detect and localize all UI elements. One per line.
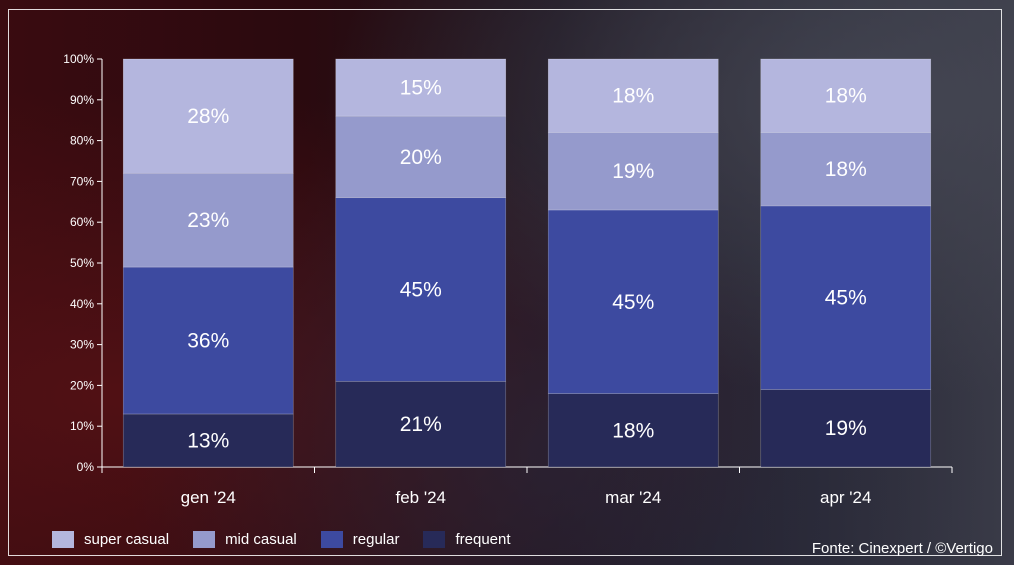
legend-swatch bbox=[52, 531, 74, 548]
axes: 0% 10% 20% 30% 40% 50% 60% 70% 80% 90% 100% gen '24… bbox=[63, 52, 953, 507]
bar-segment-frequent bbox=[547, 393, 719, 468]
bar-segment-super-casual bbox=[335, 58, 507, 117]
bar-segment-super-casual bbox=[760, 58, 932, 133]
data-label: 19% bbox=[825, 417, 867, 440]
data-label: 20% bbox=[400, 146, 442, 169]
y-tick-label: 10% bbox=[70, 419, 94, 433]
y-tick-label: 100% bbox=[63, 52, 94, 66]
legend-label: super casual bbox=[84, 531, 170, 548]
y-tick-label: 20% bbox=[70, 378, 94, 392]
data-label: 18% bbox=[825, 85, 867, 108]
value-labels: 13% 36% 23% 28% 21% 45% 20% 15% 18% 45% 19% 18% 19% 4… bbox=[187, 77, 867, 453]
y-tick-label: 60% bbox=[70, 215, 94, 229]
data-label: 21% bbox=[400, 413, 442, 436]
data-label: 23% bbox=[187, 209, 229, 232]
data-label: 45% bbox=[400, 279, 442, 302]
bars bbox=[122, 58, 932, 468]
x-category-label: gen '24 bbox=[181, 488, 236, 507]
bar-segment-mid-casual bbox=[547, 132, 719, 211]
legend-item-frequent: frequent bbox=[423, 531, 511, 548]
legend: super casual mid casual regular frequent bbox=[52, 531, 535, 548]
data-label: 36% bbox=[187, 330, 229, 353]
data-label: 19% bbox=[612, 160, 654, 183]
data-label: 18% bbox=[825, 158, 867, 181]
legend-swatch bbox=[320, 531, 343, 548]
bar-segment-frequent bbox=[335, 381, 507, 468]
bar-segment-super-casual bbox=[122, 58, 294, 174]
source-credit: Fonte: Cinexpert / ©Vertigo bbox=[811, 540, 993, 557]
bar-segment-mid-casual bbox=[335, 115, 507, 199]
y-tick-label: 0% bbox=[77, 460, 95, 474]
data-label: 45% bbox=[612, 291, 654, 314]
data-label: 15% bbox=[400, 77, 442, 100]
data-label: 45% bbox=[825, 287, 867, 310]
legend-label: mid casual bbox=[225, 531, 297, 548]
x-category-label: feb '24 bbox=[395, 488, 446, 507]
bar-segment-frequent bbox=[760, 389, 932, 468]
y-tick-label: 70% bbox=[70, 174, 94, 188]
legend-swatch bbox=[193, 531, 216, 548]
legend-label: regular bbox=[352, 531, 400, 548]
data-label: 28% bbox=[187, 105, 229, 128]
legend-item-super-casual: super casual bbox=[52, 531, 169, 548]
bar-segment-mid-casual bbox=[122, 172, 294, 268]
data-label: 13% bbox=[187, 429, 229, 452]
bar-segment-regular bbox=[335, 197, 507, 382]
bar-segment-regular bbox=[122, 266, 294, 415]
legend-swatch bbox=[423, 531, 446, 548]
y-tick-label: 80% bbox=[70, 134, 94, 148]
legend-item-mid-casual: mid casual bbox=[193, 531, 297, 548]
data-label: 18% bbox=[612, 85, 654, 108]
y-tick-label: 50% bbox=[70, 256, 94, 270]
bar-segment-regular bbox=[547, 209, 719, 394]
bar-segment-mid-casual bbox=[760, 132, 932, 207]
legend-item-regular: regular bbox=[320, 531, 400, 548]
bar-segment-super-casual bbox=[547, 58, 719, 133]
bar-segment-regular bbox=[760, 205, 932, 390]
y-tick-label: 90% bbox=[70, 93, 94, 107]
x-category-label: mar '24 bbox=[605, 488, 661, 507]
y-tick-label: 40% bbox=[70, 297, 94, 311]
x-category-label: apr '24 bbox=[820, 488, 871, 507]
legend-label: frequent bbox=[455, 531, 511, 548]
y-tick-label: 30% bbox=[70, 338, 94, 352]
bar-segment-frequent bbox=[122, 413, 294, 468]
data-label: 18% bbox=[612, 419, 654, 442]
